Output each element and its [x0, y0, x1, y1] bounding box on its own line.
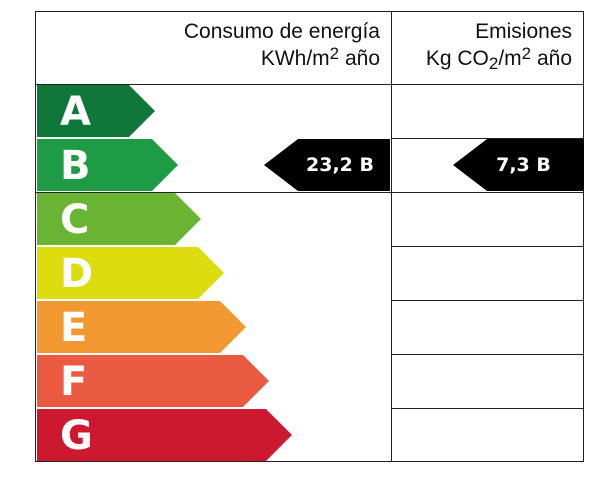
- class-letter-a: A: [60, 89, 91, 135]
- header-divider: [35, 84, 584, 85]
- row-divider-e: [391, 354, 584, 355]
- class-bar-e: E: [37, 301, 246, 353]
- emisiones-unit-subscript: 2: [488, 54, 499, 73]
- class-bar-b: B: [37, 139, 178, 191]
- class-letter-e: E: [60, 305, 88, 351]
- class-bar-f: F: [37, 355, 269, 407]
- consumo-unit-base: KWh/m: [260, 47, 330, 70]
- column-divider: [391, 11, 392, 461]
- emisiones-unit-mid: /m: [498, 47, 522, 70]
- energy-label-frame: [35, 11, 584, 462]
- row-divider-a: [391, 138, 584, 139]
- row-divider-c: [391, 246, 584, 247]
- class-bar-c: C: [37, 193, 201, 245]
- class-bar-a: A: [37, 85, 155, 137]
- consumo-unit-suffix: año: [339, 47, 380, 70]
- emisiones-unit-base: Kg CO: [425, 47, 489, 70]
- emisiones-unit-exponent: 2: [521, 44, 532, 63]
- consumo-header: Consumo de energía KWh/m2 año: [184, 18, 380, 72]
- emisiones-rating-value: 7,3 B: [496, 154, 551, 176]
- consumo-unit-exponent: 2: [329, 44, 340, 63]
- consumo-rating-value: 23,2 B: [306, 154, 374, 176]
- row-divider-d: [391, 300, 584, 301]
- class-letter-f: F: [60, 359, 88, 405]
- consumo-header-title: Consumo de energía: [183, 20, 380, 43]
- emisiones-header: Emisiones Kg CO2/m2 año: [426, 18, 572, 72]
- emisiones-unit-suffix: año: [531, 47, 572, 70]
- class-letter-c: C: [60, 197, 90, 243]
- consumo-rating-arrow: 23,2 B: [264, 139, 390, 191]
- emisiones-header-unit: Kg CO2/m2 año: [426, 45, 572, 72]
- class-bar-d: D: [37, 247, 224, 299]
- emisiones-header-title: Emisiones: [475, 20, 572, 43]
- class-bar-g: G: [37, 409, 292, 461]
- row-divider-b: [35, 192, 584, 193]
- class-letter-g: G: [60, 413, 93, 459]
- class-letter-d: D: [60, 251, 94, 297]
- consumo-header-unit: KWh/m2 año: [184, 45, 380, 72]
- class-letter-b: B: [60, 143, 91, 189]
- row-divider-f: [391, 408, 584, 409]
